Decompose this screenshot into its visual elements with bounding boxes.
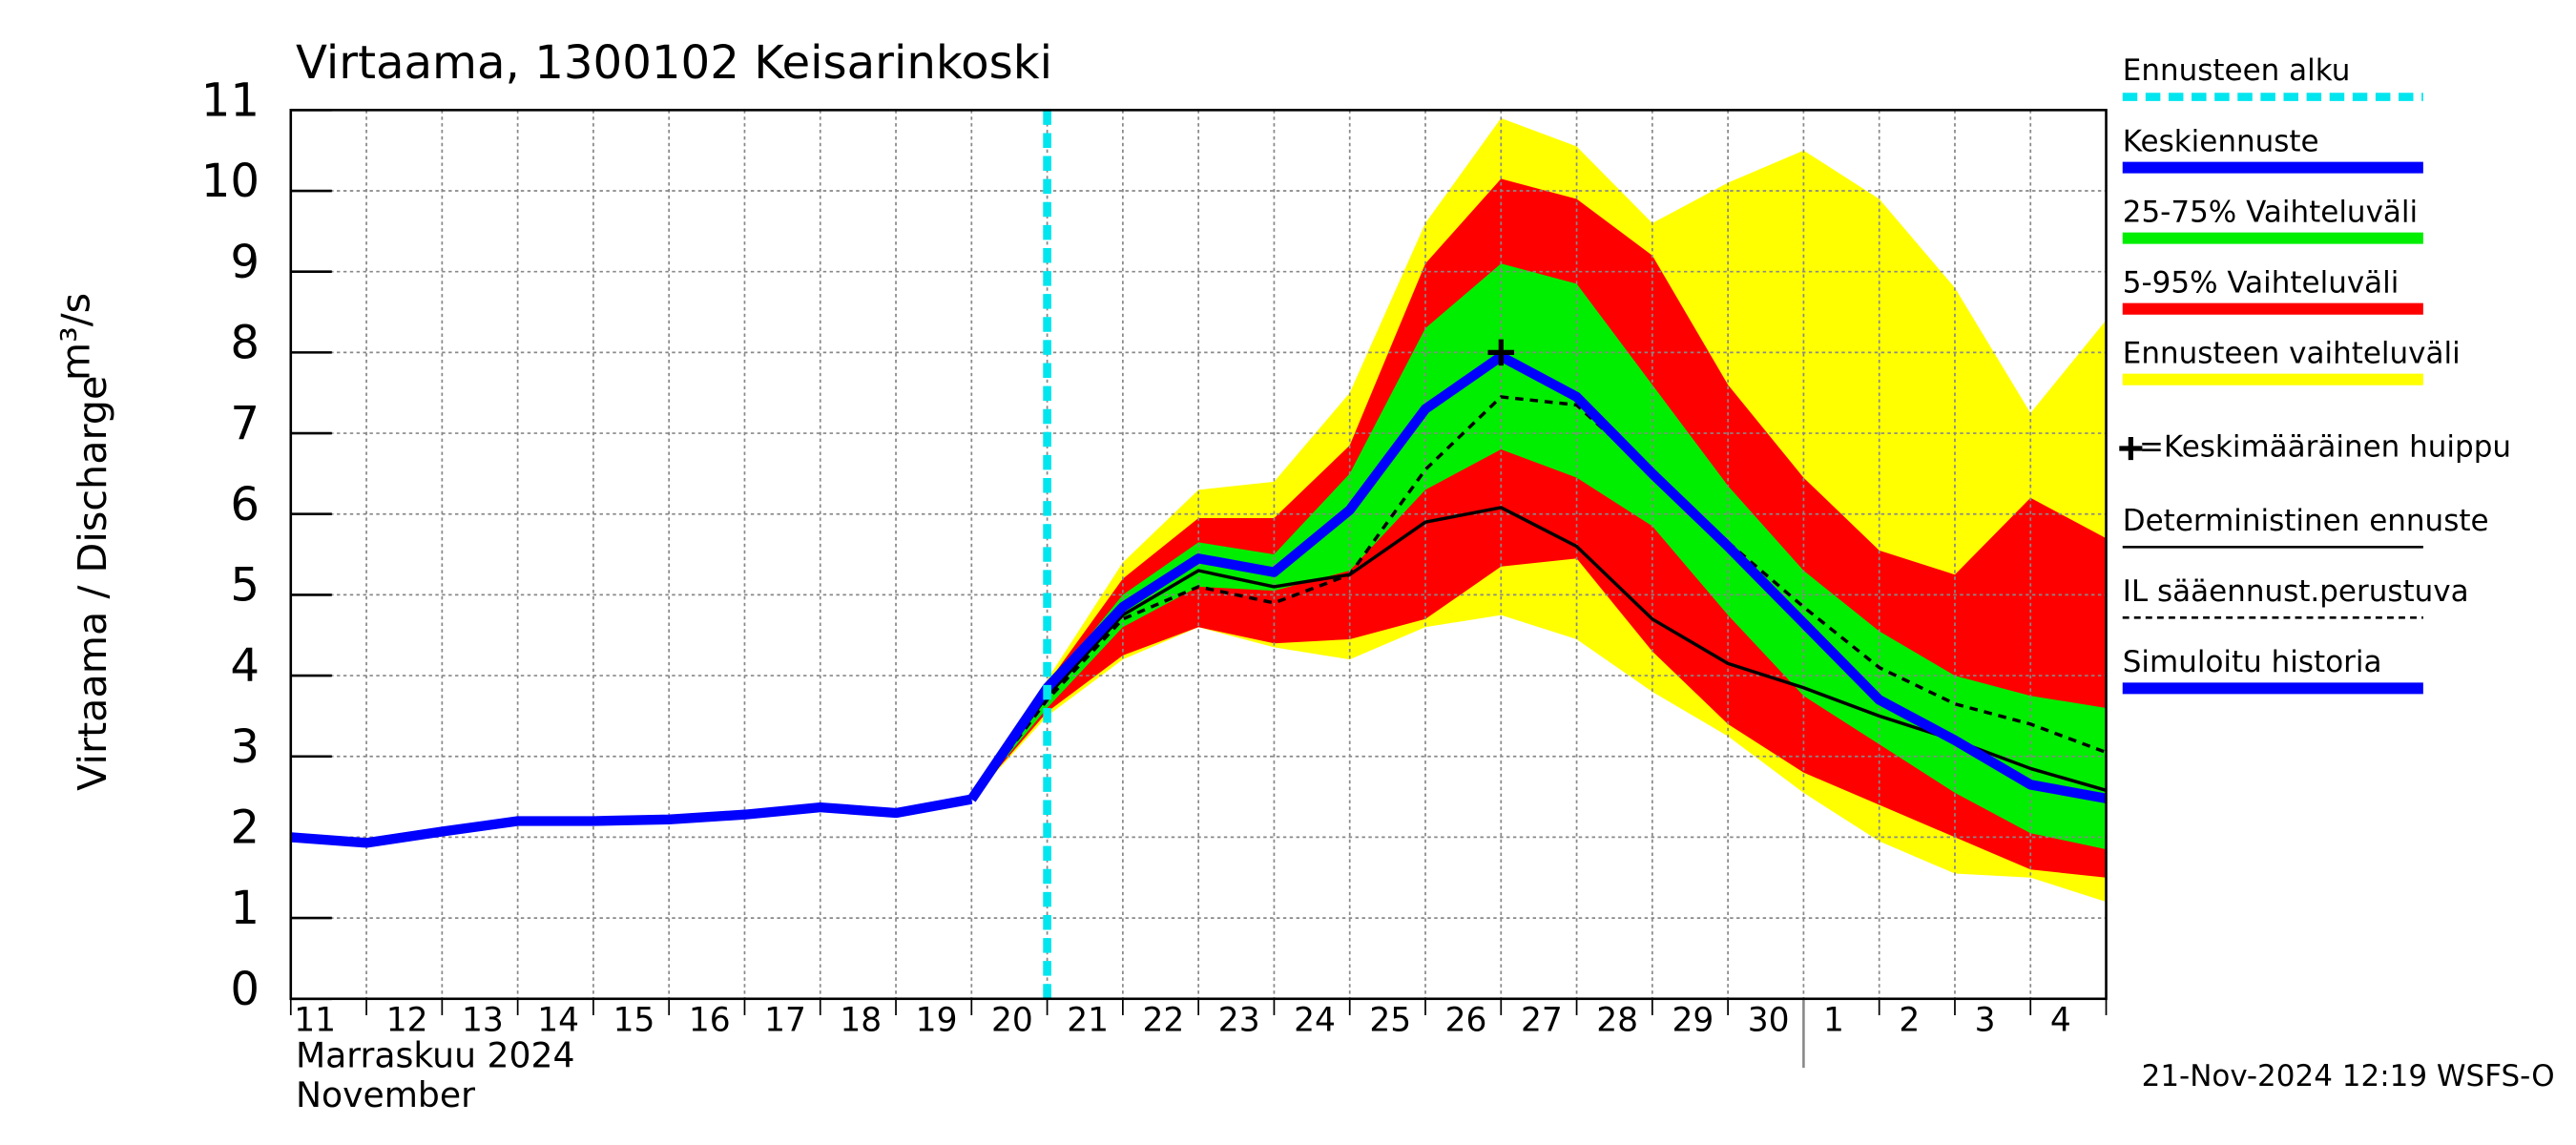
y-axis-unit: m³/s xyxy=(53,293,99,381)
y-tick-label: 8 xyxy=(230,316,260,369)
y-tick-label: 1 xyxy=(230,882,260,935)
x-tick-label: 28 xyxy=(1596,1001,1638,1039)
x-tick-label: 20 xyxy=(991,1001,1033,1039)
y-tick-label: 0 xyxy=(230,963,260,1016)
x-tick-label: 3 xyxy=(1975,1001,1996,1039)
x-tick-label: 30 xyxy=(1748,1001,1790,1039)
y-tick-label: 9 xyxy=(230,236,260,289)
x-tick-label: 11 xyxy=(294,1001,336,1039)
x-tick-label: 27 xyxy=(1521,1001,1563,1039)
x-tick-label: 15 xyxy=(613,1001,655,1039)
y-tick-label: 6 xyxy=(230,478,260,531)
x-tick-label: 13 xyxy=(462,1001,504,1039)
x-tick-label: 21 xyxy=(1067,1001,1109,1039)
series-line xyxy=(969,506,2108,801)
timestamp: 21-Nov-2024 12:19 WSFS-O xyxy=(2142,1059,2555,1093)
y-tick-label: 5 xyxy=(230,559,260,613)
band-area xyxy=(971,263,2107,850)
series-line xyxy=(290,794,973,848)
chart-title: Virtaama, 1300102 Keisarinkoski xyxy=(296,36,1052,90)
legend-peak-marker xyxy=(2119,436,2143,461)
x-tick-label: 24 xyxy=(1294,1001,1336,1039)
x-tick-label: 18 xyxy=(840,1001,882,1039)
y-axis-label: Virtaama / Discharge xyxy=(70,376,115,791)
x-tick-label: 2 xyxy=(1899,1001,1920,1039)
y-tick-label: 2 xyxy=(230,802,260,855)
y-tick-label: 7 xyxy=(230,397,260,450)
x-tick-label: 4 xyxy=(2050,1001,2071,1039)
legend-label: Ennusteen alku xyxy=(2123,53,2351,88)
legend-label: Keskiennuste xyxy=(2123,124,2319,158)
x-tick-label: 1 xyxy=(1823,1001,1844,1039)
x-tick-label: 29 xyxy=(1672,1001,1714,1039)
y-tick-label: 3 xyxy=(230,720,260,774)
x-tick-label: 12 xyxy=(386,1001,428,1039)
x-tick-label: 26 xyxy=(1445,1001,1487,1039)
legend-label: Deterministinen ennuste xyxy=(2123,504,2489,538)
legend-label: Simuloitu historia xyxy=(2123,645,2382,679)
x-tick-label: 23 xyxy=(1218,1001,1260,1039)
x-tick-label: 16 xyxy=(689,1001,731,1039)
peak-marker xyxy=(1487,339,1515,366)
legend-label: =Keskimääräinen huippu xyxy=(2139,430,2511,465)
month-label-en: November xyxy=(296,1074,475,1115)
legend-label: Ennusteen vaihteluväli xyxy=(2123,336,2461,370)
x-tick-label: 17 xyxy=(764,1001,806,1039)
y-tick-label: 4 xyxy=(230,639,260,693)
y-tick-label: 11 xyxy=(201,73,260,127)
legend-label: IL sääennust.perustuva xyxy=(2123,574,2469,609)
x-tick-label: 25 xyxy=(1369,1001,1411,1039)
plot-frame xyxy=(289,109,2108,1001)
x-tick-label: 14 xyxy=(537,1001,579,1039)
series-line xyxy=(969,395,2108,801)
legend-label: 5-95% Vaihteluväli xyxy=(2123,265,2399,300)
y-tick-label: 10 xyxy=(201,155,260,208)
x-tick-label: 22 xyxy=(1143,1001,1185,1039)
series-line xyxy=(967,351,2108,803)
x-tick-label: 19 xyxy=(916,1001,958,1039)
month-label: Marraskuu 2024 xyxy=(296,1035,575,1076)
legend-label: 25-75% Vaihteluväli xyxy=(2123,195,2418,229)
